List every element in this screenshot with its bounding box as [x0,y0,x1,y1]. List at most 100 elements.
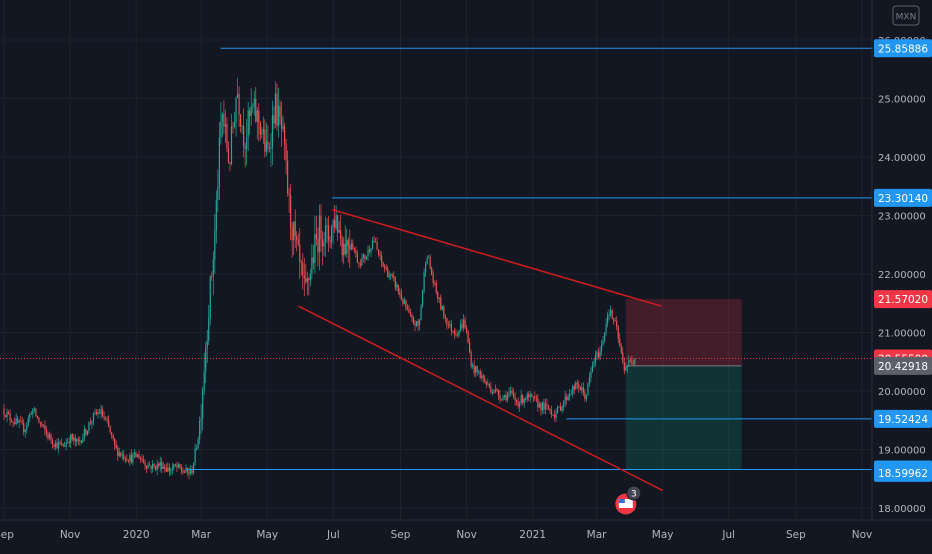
candle-body [61,443,63,445]
candle-body [415,321,418,326]
candle-body [578,384,580,388]
candle-body [71,434,73,440]
candle-body [402,299,404,304]
horizontal-levels[interactable] [0,47,872,470]
candle-body [299,244,301,262]
candle-body [103,416,105,419]
trendlines[interactable] [298,208,663,492]
candle-body [318,215,321,253]
time-axis[interactable] [0,520,932,550]
candle-body [232,126,234,128]
candle-body [297,240,299,245]
candle-body [101,409,104,417]
candle-body [20,421,22,422]
candle-body [634,358,636,365]
candle-body [223,113,225,127]
candle-body [458,330,460,336]
candle-body [117,447,119,456]
candle-body [255,98,257,122]
candle-body [384,266,386,269]
price-tick-label: 21.00000 [878,329,926,340]
candle-body [555,413,557,418]
candle-body [329,240,331,242]
candle-body [559,406,562,411]
candle-body [264,129,266,152]
candle-body [120,452,122,456]
candle-body [95,412,98,415]
candle-body [38,418,40,423]
candle-body [291,227,293,241]
candle-body [285,143,287,161]
candle-body [590,371,592,379]
time-tick-label: May [256,529,278,541]
candle-body [323,242,325,247]
price-tick-label: 22.00000 [878,270,926,281]
candle-body [185,467,187,473]
price-tick-label: 23.00000 [878,212,926,223]
candle-body [155,465,157,470]
candle-body [350,243,352,250]
time-tick-label: 2021 [519,529,546,541]
candle-body [340,229,342,240]
event-marker[interactable]: 3 [614,485,642,516]
price-label-tag [874,290,932,309]
candle-body [349,246,351,250]
candle-body [441,306,443,310]
candles [3,78,636,480]
candle-body [144,462,146,466]
lower-channel-trendline[interactable] [298,305,663,492]
candle-body [65,442,67,447]
candle-body [582,387,584,393]
candle-body [443,306,445,317]
candle-body [118,452,120,456]
price-axis[interactable] [872,0,932,520]
candle-body [484,378,486,382]
candle-body [632,363,634,365]
candle-body [409,313,412,316]
candle-body [361,257,363,266]
time-tick-label: Sep [786,529,806,541]
candle-body [341,239,343,256]
time-tick-label: Jul [721,529,735,541]
price-labels: 25.8588623.3014021.5702020.5550020.42918… [874,39,932,482]
candle-body [358,262,360,264]
time-tick-label: Mar [191,529,211,541]
candle-body [330,226,333,242]
candle-body [535,397,537,399]
candle-body [603,332,606,341]
candle-body [189,469,192,475]
candle-body [538,403,540,408]
candle-body [335,215,337,229]
candle-body [575,382,577,390]
candle-body [214,230,216,260]
symbol-badge[interactable]: MXN [892,5,920,26]
candle-body [162,466,164,469]
time-axis-ticks: Sep Nov 2020 Mar May Jul Sep Nov 2021 Mar May Jul Se… [0,529,872,541]
candle-body [617,326,619,339]
price-label-text: 21.57020 [878,294,928,306]
time-tick-label: 2020 [123,529,150,541]
candle-body [364,254,366,260]
price-tick-label: 24.00000 [878,153,926,164]
candle-body [236,93,239,98]
upper-channel-trendline[interactable] [332,208,662,307]
candle-body [620,345,622,353]
candle-body [6,412,8,418]
position-zones [625,299,742,470]
candle-body [381,255,383,263]
candle-body [121,454,123,456]
candle-body [576,382,578,385]
candle-body [438,297,440,299]
candle-body [623,362,625,371]
candle-body [148,464,151,466]
candle-body [425,263,427,273]
candle-body [97,412,99,415]
candle-body [607,314,609,324]
candle-body [47,433,49,439]
candle-body [408,309,410,314]
candle-body [306,278,308,283]
candle-body [132,454,134,463]
